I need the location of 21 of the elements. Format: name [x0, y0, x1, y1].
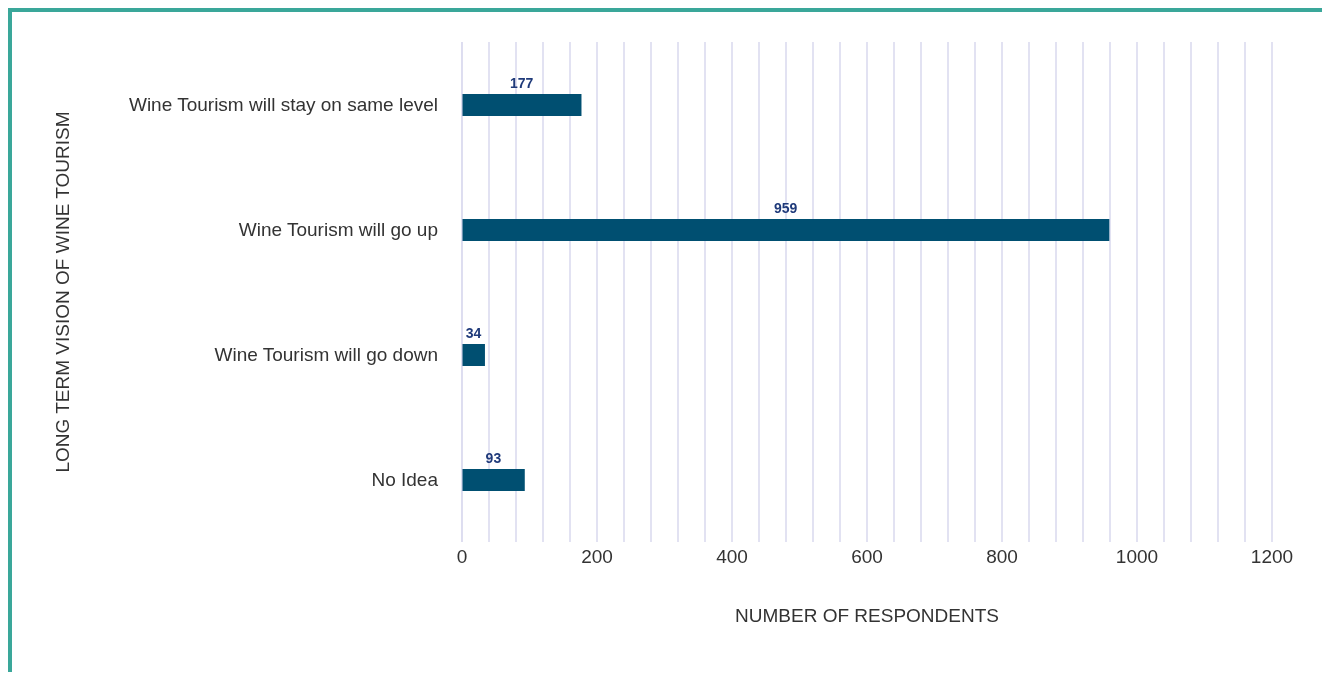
y-tick-label: Wine Tourism will go up [238, 219, 438, 241]
x-tick-label: 1000 [1115, 546, 1159, 568]
bar [462, 469, 525, 491]
data-label: 93 [485, 450, 502, 466]
x-tick-label: 0 [456, 546, 468, 568]
bar [462, 94, 582, 116]
x-tick-label: 1200 [1250, 546, 1294, 568]
data-label: 177 [510, 75, 534, 91]
bar [462, 344, 485, 366]
x-tick-label: 400 [716, 546, 748, 568]
y-tick-label: Wine Tourism will stay on same level [128, 94, 438, 116]
data-label: 959 [773, 200, 798, 216]
x-tick-label: 600 [851, 546, 883, 568]
y-tick-label: Wine Tourism will go down [214, 344, 438, 366]
data-label: 34 [465, 325, 482, 341]
x-tick-label: 800 [986, 546, 1018, 568]
y-axis-title: LONG TERM VISION OF WINE TOURISM [51, 111, 73, 473]
x-axis-title: NUMBER OF RESPONDENTS [735, 605, 999, 626]
y-tick-label: No Idea [371, 469, 439, 491]
bar [462, 219, 1110, 241]
x-tick-label: 200 [581, 546, 613, 568]
